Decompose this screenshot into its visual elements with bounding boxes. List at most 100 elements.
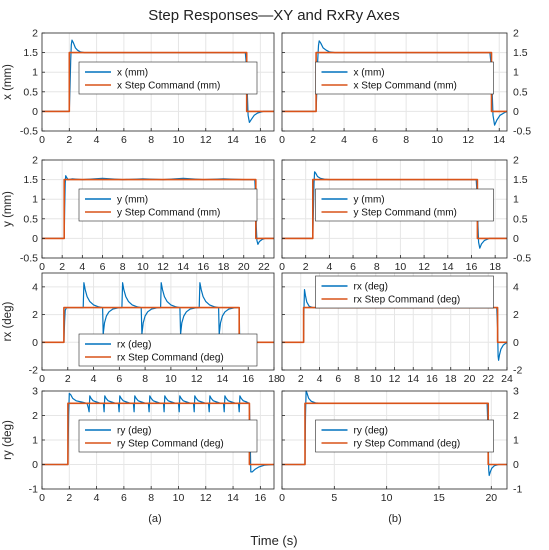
legend-box: [78, 188, 258, 222]
x-tick-label: 10: [370, 373, 382, 385]
y-tick-label: -0.5: [20, 253, 38, 265]
x-axis-label: Time (s): [250, 533, 297, 548]
legend-label: rx Step Command (deg): [354, 295, 461, 306]
legend-label: ry (deg): [117, 426, 151, 437]
series-line-command: [42, 51, 274, 113]
legend-label: x (mm): [117, 68, 148, 79]
x-tick-label: 4: [326, 261, 332, 273]
y-tick-label: 2: [513, 309, 519, 321]
x-tick-label: 4: [341, 134, 347, 146]
sublabel-b: (b): [388, 513, 401, 525]
x-tick-label: 16: [198, 261, 210, 273]
x-tick-label: 6: [121, 134, 127, 146]
y-tick-label: 2: [32, 28, 38, 40]
y-tick-label: 1: [32, 67, 38, 79]
x-tick-label: 12: [200, 492, 212, 504]
x-tick-label: 0: [279, 492, 285, 504]
y-tick-label: 0: [513, 337, 519, 349]
x-tick-label: 16: [426, 373, 438, 385]
legend-box: [78, 333, 258, 367]
y-tick-label: -0.5: [513, 253, 531, 265]
y-tick-label: 2: [32, 309, 38, 321]
y-tick-label: 4: [32, 281, 38, 293]
legend-box: [315, 61, 494, 95]
x-tick-label: 14: [407, 373, 419, 385]
x-tick-label: 12: [200, 134, 212, 146]
y-axis-label: rx (deg): [2, 302, 14, 342]
legend-label: y (mm): [354, 195, 385, 206]
legend-label: x (mm): [354, 68, 385, 79]
legend-label: x Step Command (mm): [117, 81, 220, 92]
subplot-2: 0 2 4 6 8 10 12 14 -0.5 0 0.5 1 1.5 2 x (mm) x Step Com…: [279, 28, 531, 147]
x-tick-label: 10: [173, 134, 185, 146]
legend-label: rx (deg): [354, 282, 388, 293]
x-tick-label: 2: [310, 134, 316, 146]
x-tick-label: 0: [39, 261, 45, 273]
x-tick-label: 4: [91, 373, 97, 385]
x-tick-label: 20: [485, 492, 497, 504]
x-tick-label: 6: [335, 373, 341, 385]
x-tick-label: 4: [79, 261, 85, 273]
x-tick-label: 10: [395, 261, 407, 273]
x-tick-label: 14: [177, 261, 189, 273]
series-line-command: [282, 51, 507, 113]
subplot-3: 0 2 4 6 8 10 12 14 16 18 20 22-0.500.511.52y (mm) y …: [2, 155, 275, 273]
legend-label: rx Step Command (deg): [117, 353, 224, 364]
x-tick-label: 16: [466, 261, 478, 273]
x-tick-label: 16: [255, 492, 267, 504]
x-tick-label: 14: [227, 134, 239, 146]
series-line-command: [42, 178, 274, 240]
legend: rx (deg) rx Step Command (deg): [78, 333, 258, 367]
y-tick-label: 0: [32, 233, 38, 245]
legend: x (mm) x Step Command (mm): [315, 61, 494, 95]
legend-label: y Step Command (mm): [117, 208, 220, 219]
y-tick-label: 1: [513, 67, 519, 79]
x-tick-label: 8: [374, 261, 380, 273]
y-tick-label: 0.5: [23, 213, 38, 225]
x-tick-label: 8: [120, 261, 126, 273]
y-tick-label: 1.5: [23, 174, 38, 186]
y-tick-label: -2: [29, 365, 38, 377]
x-tick-label: 18: [218, 261, 230, 273]
y-tick-label: 0: [513, 233, 519, 245]
x-tick-label: 6: [350, 261, 356, 273]
x-tick-label: 5: [331, 492, 337, 504]
axes-frame: [41, 32, 275, 132]
x-tick-label: 12: [191, 373, 203, 385]
x-tick-label: 4: [317, 373, 323, 385]
x-tick-label: 14: [227, 492, 239, 504]
x-tick-label: 2: [303, 261, 309, 273]
y-tick-label: -1: [29, 484, 38, 496]
legend-box: [315, 188, 494, 222]
sublabel-a: (a): [148, 513, 161, 525]
y-tick-label: 0: [513, 106, 519, 118]
x-tick-label: 15: [433, 492, 445, 504]
axes-frame: [281, 32, 508, 132]
legend-label: y Step Command (mm): [354, 208, 457, 219]
y-tick-label: 1: [32, 194, 38, 206]
y-tick-label: 2: [513, 155, 519, 167]
x-tick-label: 22: [482, 373, 494, 385]
x-tick-label: 12: [418, 261, 430, 273]
y-tick-label: 0: [32, 106, 38, 118]
figure-title: Step Responses—XY and RxRy Axes: [148, 7, 400, 24]
subplot-4: 0 2 4 6 8 10 12 14 16 18 -0.5 0 0.5 1 1.5 2 y (mm) y Step…: [279, 155, 531, 274]
x-tick-label: 6: [372, 134, 378, 146]
y-tick-label: 1.5: [513, 174, 528, 186]
panels: 0 2 4 6 8 10 12 14 16-0.500.511.52x (mm) x (mm)x …: [2, 28, 531, 505]
x-tick-label: 10: [173, 492, 185, 504]
x-tick-label: 20: [238, 261, 250, 273]
y-tick-label: 1: [32, 435, 38, 447]
x-tick-label: 10: [165, 373, 177, 385]
x-tick-label: 18: [268, 373, 280, 385]
x-tick-label: 0: [279, 134, 285, 146]
y-tick-label: 1: [513, 194, 519, 206]
x-tick-label: 2: [59, 261, 65, 273]
legend-box: [78, 61, 258, 95]
y-tick-label: 0: [32, 337, 38, 349]
x-tick-label: 2: [66, 134, 72, 146]
y-tick-label: 2: [32, 410, 38, 422]
y-tick-label: 0: [32, 459, 38, 471]
